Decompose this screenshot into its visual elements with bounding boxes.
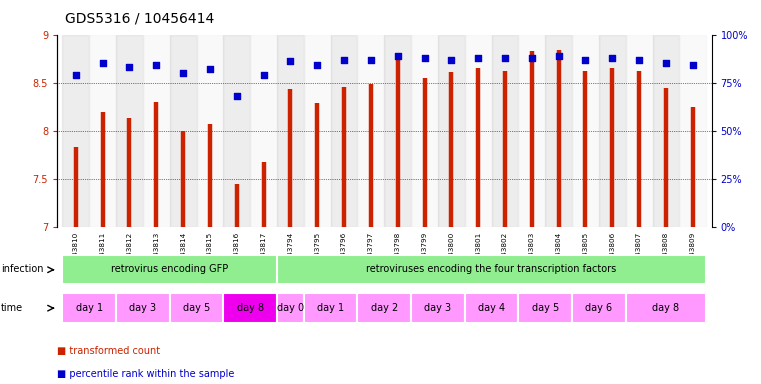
Bar [116, 293, 170, 323]
Bar [518, 293, 572, 323]
Point [231, 93, 243, 99]
Bar [411, 293, 465, 323]
Point [97, 60, 109, 66]
Bar [518, 35, 545, 227]
Text: retrovirus encoding GFP: retrovirus encoding GFP [111, 264, 228, 274]
Point [472, 55, 484, 61]
Bar [680, 35, 706, 227]
Bar [331, 35, 358, 227]
Bar [143, 35, 170, 227]
Bar [170, 293, 224, 323]
Bar [626, 35, 652, 227]
Bar [626, 293, 706, 323]
Point [660, 60, 672, 66]
Bar [62, 255, 277, 285]
Bar [572, 293, 626, 323]
Point [526, 55, 538, 61]
Text: day 6: day 6 [585, 303, 613, 313]
Point [70, 72, 82, 78]
Point [311, 62, 323, 68]
Point [150, 62, 162, 68]
Point [607, 55, 619, 61]
Bar [277, 255, 706, 285]
Bar [196, 35, 224, 227]
Text: day 8: day 8 [652, 303, 680, 313]
Bar [465, 35, 492, 227]
Bar [304, 35, 331, 227]
Point [177, 70, 189, 76]
Bar [358, 293, 411, 323]
Text: day 5: day 5 [183, 303, 210, 313]
Bar [384, 35, 411, 227]
Bar [572, 35, 599, 227]
Point [338, 56, 350, 63]
Bar [465, 293, 518, 323]
Bar [170, 35, 196, 227]
Bar [545, 35, 572, 227]
Bar [492, 35, 518, 227]
Point [285, 58, 297, 65]
Point [445, 56, 457, 63]
Bar [277, 35, 304, 227]
Text: infection: infection [1, 264, 43, 274]
Text: GDS5316 / 10456414: GDS5316 / 10456414 [65, 12, 214, 25]
Text: ■ percentile rank within the sample: ■ percentile rank within the sample [57, 369, 234, 379]
Text: retroviruses encoding the four transcription factors: retroviruses encoding the four transcrip… [367, 264, 616, 274]
Point [686, 62, 699, 68]
Point [365, 56, 377, 63]
Point [552, 53, 565, 59]
Bar [652, 35, 680, 227]
Bar [250, 35, 277, 227]
Text: day 2: day 2 [371, 303, 398, 313]
Text: day 1: day 1 [317, 303, 344, 313]
Bar [438, 35, 465, 227]
Point [419, 55, 431, 61]
Point [633, 56, 645, 63]
Bar [224, 293, 277, 323]
Text: day 8: day 8 [237, 303, 264, 313]
Text: day 0: day 0 [277, 303, 304, 313]
Point [579, 56, 591, 63]
Bar [599, 35, 626, 227]
Bar [304, 293, 358, 323]
Text: day 3: day 3 [129, 303, 157, 313]
Point [204, 66, 216, 72]
Text: day 3: day 3 [425, 303, 451, 313]
Point [257, 72, 269, 78]
Point [123, 64, 135, 70]
Text: ■ transformed count: ■ transformed count [57, 346, 161, 356]
Text: time: time [1, 303, 23, 313]
Bar [89, 35, 116, 227]
Bar [62, 35, 89, 227]
Point [499, 55, 511, 61]
Text: day 5: day 5 [532, 303, 559, 313]
Bar [62, 293, 116, 323]
Text: day 1: day 1 [75, 303, 103, 313]
Bar [358, 35, 384, 227]
Bar [224, 35, 250, 227]
Bar [411, 35, 438, 227]
Point [392, 53, 404, 59]
Text: day 4: day 4 [478, 303, 505, 313]
Bar [116, 35, 143, 227]
Bar [277, 293, 304, 323]
